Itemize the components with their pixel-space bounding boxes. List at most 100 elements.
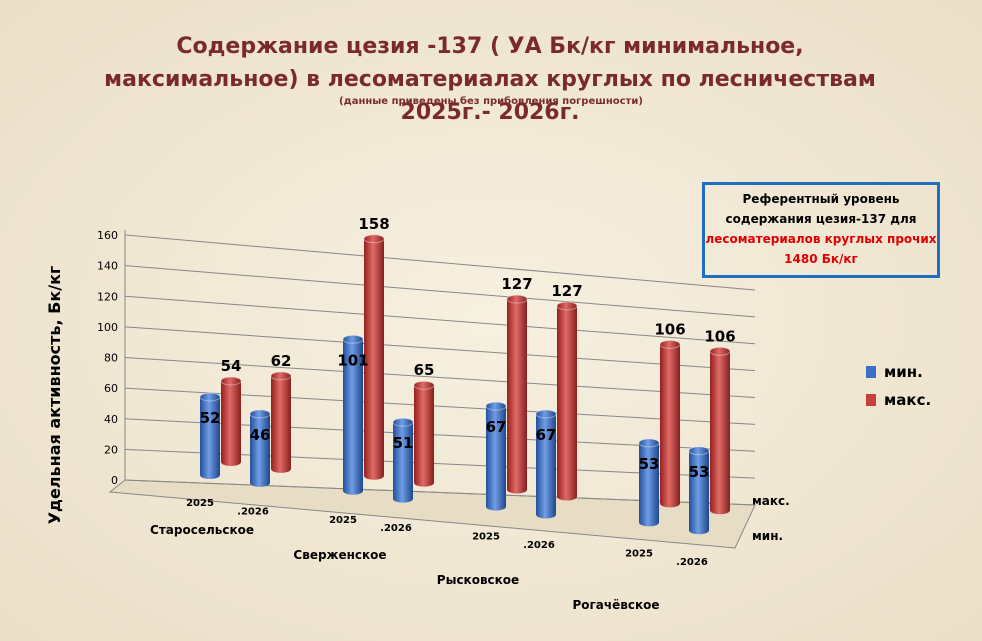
annotation-box: Референтный уровень содержания цезия-137… [702, 182, 940, 278]
bar [485, 401, 507, 511]
bar [342, 334, 364, 495]
bar-base [536, 510, 556, 519]
y-tick-label: 160 [97, 229, 118, 242]
bar-cap [638, 438, 660, 448]
data-label: 54 [221, 357, 242, 375]
grid-line [124, 357, 756, 398]
bar-cap [270, 371, 292, 381]
bar [249, 409, 271, 487]
bar-body [221, 381, 241, 462]
annotation-text: Референтный уровень содержания цезия-137… [725, 192, 917, 226]
bar [199, 392, 221, 479]
y-tick-label: 100 [97, 321, 118, 334]
legend-swatch [866, 394, 876, 406]
bar-body [486, 406, 506, 507]
y-tick-label: 40 [104, 413, 118, 426]
bar [556, 301, 578, 501]
x-tick-label: 2025 [625, 548, 653, 559]
group-label: Старосельское [150, 523, 254, 537]
x-tick-label: .2026 [523, 540, 555, 551]
bar-body [639, 442, 659, 523]
bar-base [557, 492, 577, 501]
bar-body [343, 339, 363, 491]
y-tick-label: 120 [97, 290, 118, 303]
bar-cap [485, 401, 507, 411]
grid-line [124, 234, 756, 291]
group-label: Рогачёвское [572, 598, 659, 612]
bar-body [271, 375, 291, 469]
depth-label: макс. [752, 494, 790, 508]
data-label: 51 [393, 434, 414, 452]
bar-base [250, 478, 270, 487]
x-tick-label: .2026 [380, 523, 412, 534]
x-tick-label: 2025 [329, 515, 357, 526]
bar [535, 409, 557, 519]
data-label: 158 [358, 215, 389, 233]
data-label: 106 [654, 320, 685, 338]
bar-body [710, 351, 730, 511]
y-axis-label: Удельная активность, Бк/кг [45, 266, 64, 525]
bar-base [364, 471, 384, 480]
bar [638, 438, 660, 527]
x-tick-label: .2026 [676, 557, 708, 568]
bar-cap [342, 334, 364, 344]
group-label: Сверженское [293, 548, 386, 562]
bar-body [200, 397, 220, 475]
data-label: 127 [501, 275, 532, 293]
bar-body [660, 344, 680, 504]
data-label: 53 [639, 455, 660, 473]
data-label: 52 [200, 409, 221, 427]
bar-cap [709, 346, 731, 356]
chart-subtitle: (данные приведены без прибовления погреш… [339, 96, 643, 107]
bar-body [507, 299, 527, 490]
bar-cap [413, 380, 435, 390]
data-label: 67 [486, 418, 507, 436]
x-tick-label: 2025 [186, 498, 214, 509]
bar-base [343, 486, 363, 495]
bar-cap [506, 294, 528, 304]
bar-base [507, 485, 527, 494]
bar-base [486, 502, 506, 511]
x-tick-label: .2026 [237, 506, 269, 517]
y-tick-label: 140 [97, 260, 118, 273]
bar [688, 446, 710, 535]
data-label: 67 [536, 426, 557, 444]
depth-label: мин. [752, 529, 783, 543]
bar [413, 380, 435, 487]
bar-base [200, 471, 220, 479]
bar-cap [535, 409, 557, 419]
grid-line [124, 295, 756, 345]
annotation-text: лесоматериалов круглых прочих 1480 Бк/кг [705, 232, 937, 266]
bar [270, 371, 292, 473]
bar-base [710, 506, 730, 515]
legend-label: макс. [884, 391, 931, 409]
group-label: Рысковское [437, 573, 519, 587]
bar-cap [199, 392, 221, 402]
bar-body [536, 414, 556, 515]
legend-swatch [866, 366, 876, 378]
bar-base [414, 478, 434, 487]
y-tick-label: 80 [104, 352, 118, 365]
grid-line [124, 326, 756, 372]
bar-cap [688, 446, 710, 456]
bar-body [689, 450, 709, 531]
grid-line [124, 265, 756, 318]
bar-cap [556, 301, 578, 311]
bar-base [689, 526, 709, 535]
bar [363, 234, 385, 480]
bar-body [557, 306, 577, 497]
x-tick-label: 2025 [472, 532, 500, 543]
data-label: 127 [551, 282, 582, 300]
y-tick-label: 60 [104, 382, 118, 395]
legend-label: мин. [884, 363, 923, 381]
y-tick-label: 0 [111, 474, 118, 487]
bar-cap [249, 409, 271, 419]
bar-body [364, 238, 384, 476]
bar-base [221, 458, 241, 466]
bar-body [250, 413, 270, 483]
data-label: 65 [414, 361, 435, 379]
bar-cap [220, 376, 242, 386]
y-tick-label: 20 [104, 443, 118, 456]
